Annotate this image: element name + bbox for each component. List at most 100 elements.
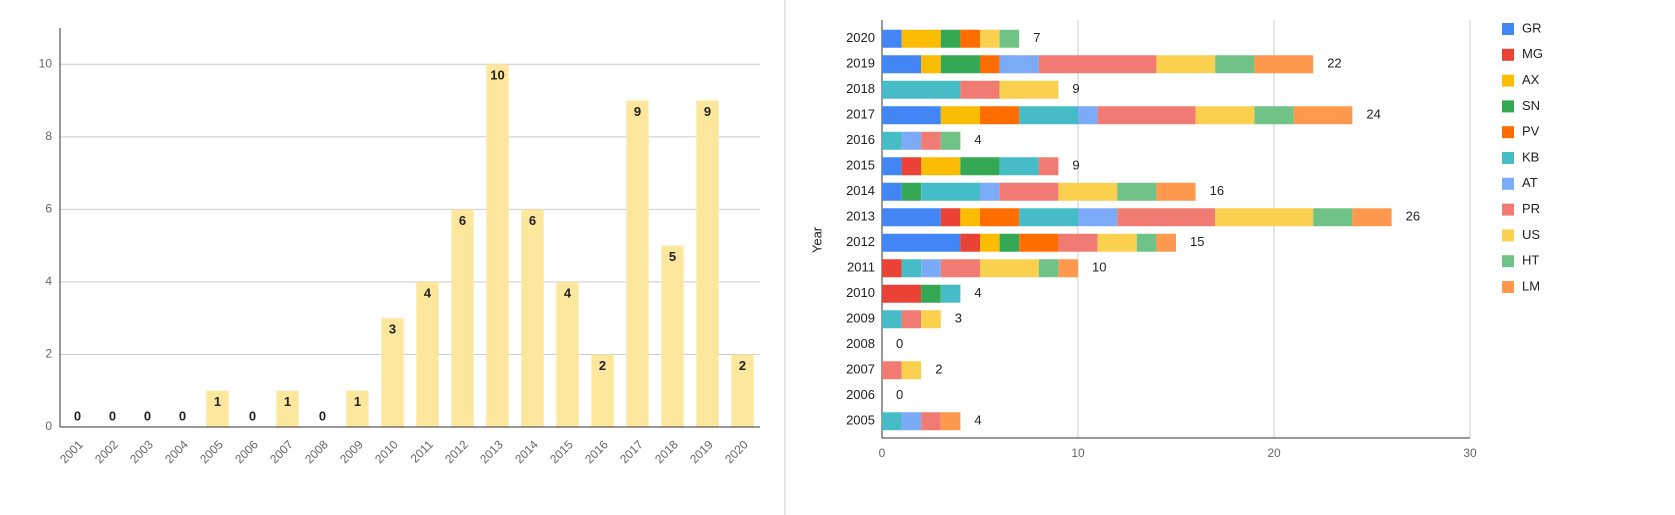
bar-segment (901, 412, 922, 431)
legend-label: SN (1522, 98, 1540, 113)
total-label: 2 (935, 362, 942, 377)
total-label: 24 (1366, 107, 1380, 122)
y-tick-label: 2019 (846, 56, 875, 71)
data-label: 4 (424, 285, 432, 300)
legend-swatch (1502, 48, 1514, 61)
bar-segment (882, 412, 902, 431)
data-label: 2 (599, 358, 606, 373)
legend-swatch (1502, 177, 1514, 190)
y-tick-label: 2017 (846, 107, 875, 122)
total-label: 9 (1072, 81, 1079, 96)
total-label: 0 (896, 336, 903, 351)
bar-segment (980, 55, 1000, 74)
bar-segment (901, 157, 922, 176)
bar (626, 100, 649, 427)
total-label: 4 (974, 413, 981, 428)
bar-segment (960, 29, 980, 48)
x-tick-label: 2018 (652, 437, 681, 466)
x-tick-label: 2013 (477, 437, 506, 466)
legend-swatch (1502, 281, 1514, 293)
x-tick-label: 2009 (337, 437, 366, 466)
bar (346, 390, 369, 427)
bar-segment (901, 29, 941, 48)
legend-label: HT (1522, 253, 1539, 268)
data-label: 1 (354, 394, 361, 409)
x-tick-label: 2007 (267, 437, 296, 466)
bar-segment (882, 208, 941, 227)
bar-segment (882, 259, 902, 278)
legend-swatch (1502, 74, 1514, 87)
bar-segment (999, 182, 1059, 201)
total-label: 9 (1072, 158, 1079, 173)
bar-segment (882, 29, 902, 48)
y-tick-label: 2018 (846, 81, 875, 96)
bar-segment (980, 233, 1000, 252)
data-label: 10 (490, 68, 504, 83)
bar-segment (1058, 233, 1098, 252)
legend-label: US (1522, 227, 1540, 242)
data-label: 9 (704, 104, 711, 119)
bar (451, 209, 474, 427)
bar-segment (940, 131, 961, 150)
legend-swatch (1502, 152, 1514, 164)
bar-segment (940, 55, 980, 74)
bar-segment (882, 284, 922, 303)
bar-segment (1136, 233, 1157, 252)
legend-swatch (1502, 203, 1514, 216)
y-tick-label: 4 (45, 274, 52, 288)
bar-segment (940, 412, 961, 431)
bar-segment (980, 182, 1000, 201)
y-tick-label: 2006 (846, 387, 875, 402)
y-tick-label: 2010 (846, 285, 875, 300)
x-tick-label: 2010 (372, 437, 401, 466)
bar-segment (882, 233, 961, 252)
bar-segment (921, 182, 980, 201)
y-tick-label: 2015 (846, 158, 875, 173)
y-tick-label: 2013 (846, 209, 875, 224)
bar-segment (1117, 182, 1157, 201)
bar-segment (901, 259, 922, 278)
bar-segment (980, 259, 1039, 278)
bar-segment (901, 131, 922, 150)
bar-segment (1038, 259, 1059, 278)
bar-segment (1038, 157, 1059, 176)
data-label: 1 (214, 394, 221, 409)
bar-segment (940, 259, 980, 278)
bar-segment (901, 310, 922, 329)
bar-segment (1254, 106, 1294, 125)
legend-label: AX (1522, 72, 1540, 87)
bar-segment (1038, 55, 1157, 74)
x-tick-label: 2011 (408, 437, 436, 465)
bar-segment (882, 361, 902, 380)
legend-swatch (1502, 100, 1514, 113)
bar-segment (921, 259, 941, 278)
bar (381, 318, 404, 427)
y-tick-label: 6 (45, 202, 52, 216)
bar-segment (882, 131, 902, 150)
bar (696, 100, 719, 427)
total-label: 4 (974, 132, 981, 147)
bar-segment (1293, 106, 1353, 125)
bar-segment (999, 157, 1039, 176)
y-tick-label: 2005 (846, 413, 875, 428)
data-label: 0 (109, 408, 116, 423)
bar-segment (1254, 55, 1314, 74)
data-label: 0 (74, 408, 81, 423)
legend-label: KB (1522, 149, 1539, 164)
bar-segment (960, 80, 1000, 99)
total-label: 3 (955, 311, 962, 326)
legend-label: AT (1522, 175, 1538, 190)
bar-segment (1215, 208, 1314, 227)
bar-segment (960, 157, 1000, 176)
y-tick-label: 2016 (846, 132, 875, 147)
x-tick-label: 0 (879, 446, 886, 460)
y-tick-label: 2011 (847, 260, 875, 275)
y-tick-label: 10 (39, 56, 53, 70)
bar-segment (960, 233, 980, 252)
bar-segment (882, 80, 961, 99)
bar-segment (882, 157, 902, 176)
x-tick-label: 2006 (232, 437, 261, 466)
bar-segment (1019, 106, 1078, 125)
bar-segment (921, 131, 941, 150)
bar (521, 209, 544, 427)
